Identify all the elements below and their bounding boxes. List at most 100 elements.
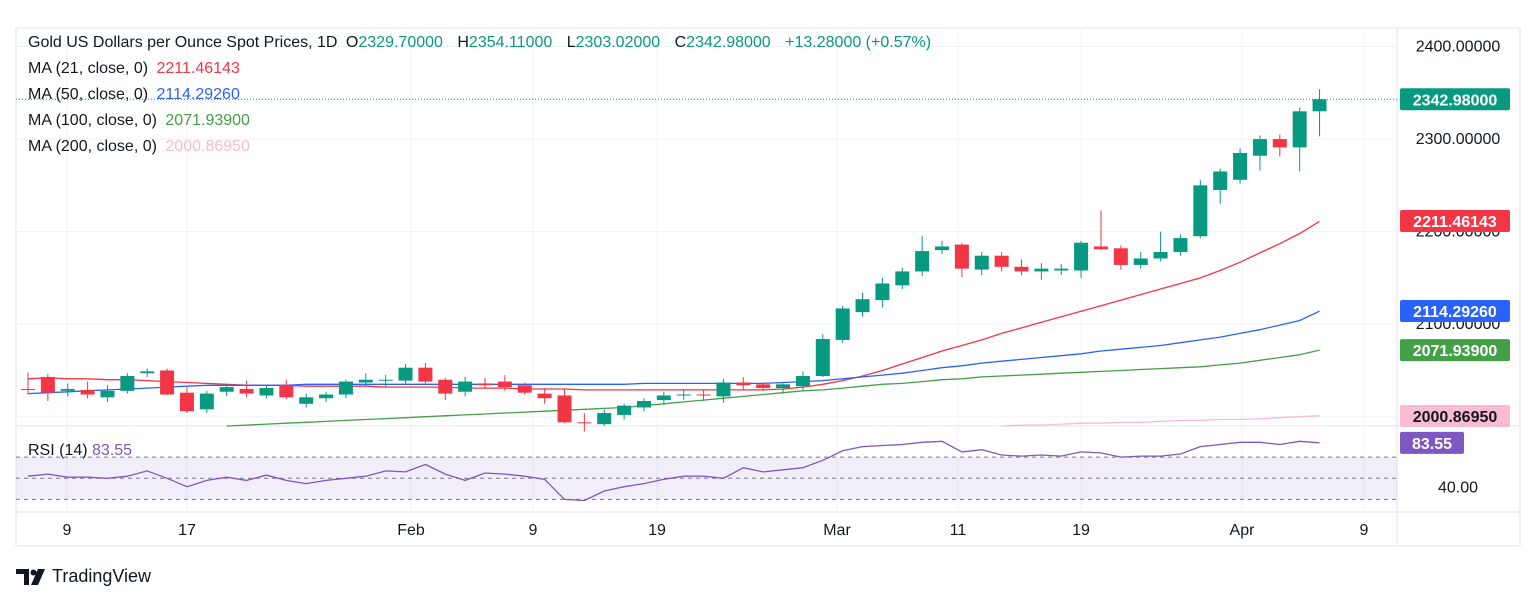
chart-legend: Gold US Dollars per Ounce Spot Prices, 1… xyxy=(28,30,935,160)
indicator-value: 2000.86950 xyxy=(165,138,250,155)
candle-body xyxy=(1113,248,1128,265)
axis-layer: 2400.000002300.000002200.000002100.00000… xyxy=(16,39,1510,539)
indicator-label: MA (100, close, 0) xyxy=(28,112,157,129)
ma-line xyxy=(27,310,1320,395)
ma-badge: 2071.93900 xyxy=(1413,343,1498,360)
candle-body xyxy=(994,255,1009,267)
candle-body xyxy=(478,383,493,386)
candle-body xyxy=(497,381,512,388)
y-tick-label: 2400.00000 xyxy=(1416,39,1501,56)
indicator-label: MA (200, close, 0) xyxy=(28,138,157,155)
indicator-row-ma200[interactable]: MA (200, close, 0) 2000.86950 xyxy=(28,134,935,160)
candle-body xyxy=(855,299,870,313)
x-tick-label: 17 xyxy=(178,522,196,539)
candle-body xyxy=(1292,111,1307,148)
candle-body xyxy=(974,255,989,270)
candle-body xyxy=(299,397,314,404)
candle-body xyxy=(875,283,890,301)
tradingview-logo[interactable]: TradingView xyxy=(16,566,151,587)
x-tick-label: Apr xyxy=(1230,522,1256,539)
high-value: 2354.11000 xyxy=(468,34,553,51)
candle-body xyxy=(319,394,334,399)
x-tick-label: 9 xyxy=(63,522,72,539)
candle-body xyxy=(1193,185,1208,237)
candle-body xyxy=(756,384,771,389)
indicator-value: 2071.93900 xyxy=(165,112,250,129)
rsi-legend[interactable]: RSI (14) 83.55 xyxy=(28,442,132,460)
ma-badge-bg xyxy=(1400,404,1510,427)
candle-body xyxy=(656,395,671,401)
candle-body xyxy=(617,405,632,415)
candle-body xyxy=(358,379,373,383)
open-label: O xyxy=(345,34,359,51)
candle-body xyxy=(1093,246,1108,250)
indicator-label: MA (50, close, 0) xyxy=(28,86,149,103)
open-value: 2329.70000 xyxy=(358,34,443,51)
candle-body xyxy=(160,370,175,395)
y-tick-label: 2300.00000 xyxy=(1416,131,1501,148)
symbol-title[interactable]: Gold US Dollars per Ounce Spot Prices, 1… xyxy=(28,34,338,51)
candle-body xyxy=(776,384,791,389)
candle-body xyxy=(239,388,254,394)
candle-body xyxy=(597,413,612,425)
candle-body xyxy=(517,385,532,393)
last-price-badge-bg xyxy=(1400,88,1510,111)
candle-body xyxy=(895,271,910,286)
candle-body xyxy=(1034,268,1049,272)
x-tick-label: 9 xyxy=(529,522,538,539)
rsi-line xyxy=(27,440,1320,502)
x-tick-label: Mar xyxy=(823,522,851,539)
candle-body xyxy=(537,393,552,399)
candle-body xyxy=(1272,139,1287,148)
ma-line xyxy=(226,349,1320,427)
rsi-badge: 83.55 xyxy=(1412,436,1452,453)
candle-body xyxy=(716,382,731,397)
brand-name: TradingView xyxy=(52,566,152,586)
x-tick-label: Feb xyxy=(397,522,425,539)
candle-layer[interactable] xyxy=(21,89,1327,432)
x-tick-label: 19 xyxy=(648,522,666,539)
candle-body xyxy=(140,371,155,374)
candle-body xyxy=(438,379,453,394)
candle-body xyxy=(1312,99,1327,112)
low-value: 2303.02000 xyxy=(575,34,661,51)
ma-badge-bg xyxy=(1400,339,1510,362)
candle-body xyxy=(954,244,969,269)
candle-body xyxy=(1173,238,1188,252)
grid-layer xyxy=(16,28,1397,512)
candle-body xyxy=(696,394,711,396)
main-pane-border xyxy=(15,27,1521,547)
candle-body xyxy=(557,395,572,423)
candle-body xyxy=(40,376,55,393)
candle-body xyxy=(259,388,274,396)
candle-body xyxy=(378,379,393,381)
ma-line xyxy=(1001,415,1320,427)
candle-body xyxy=(398,367,413,381)
candle-body xyxy=(1133,258,1148,265)
candle-body xyxy=(577,422,592,424)
rsi-label: RSI (14) xyxy=(28,442,88,459)
indicator-label: MA (21, close, 0) xyxy=(28,60,149,77)
ma-layer xyxy=(27,220,1320,427)
candle-body xyxy=(795,376,810,387)
candle-body xyxy=(338,381,353,395)
ma-line xyxy=(27,220,1320,391)
candle-body xyxy=(1252,139,1267,156)
rsi-value: 83.55 xyxy=(92,442,133,459)
indicator-value: 2211.46143 xyxy=(156,60,240,77)
low-label: L xyxy=(566,34,576,51)
candle-body xyxy=(1014,266,1029,272)
x-tick-label: 9 xyxy=(1360,522,1369,539)
indicator-row-ma50[interactable]: MA (50, close, 0) 2114.29260 xyxy=(28,82,935,108)
rsi-axis-label: 40.00 xyxy=(1438,479,1478,496)
last-price-badge: 2342.98000 xyxy=(1413,92,1498,109)
candle-body xyxy=(1233,152,1248,180)
indicator-row-ma100[interactable]: MA (100, close, 0) 2071.93900 xyxy=(28,108,935,134)
candle-body xyxy=(60,388,75,391)
ma-badge: 2211.46143 xyxy=(1413,214,1497,231)
candle-body xyxy=(935,246,950,251)
symbol-row[interactable]: Gold US Dollars per Ounce Spot Prices, 1… xyxy=(28,30,935,56)
indicator-row-ma21[interactable]: MA (21, close, 0) 2211.46143 xyxy=(28,56,935,82)
